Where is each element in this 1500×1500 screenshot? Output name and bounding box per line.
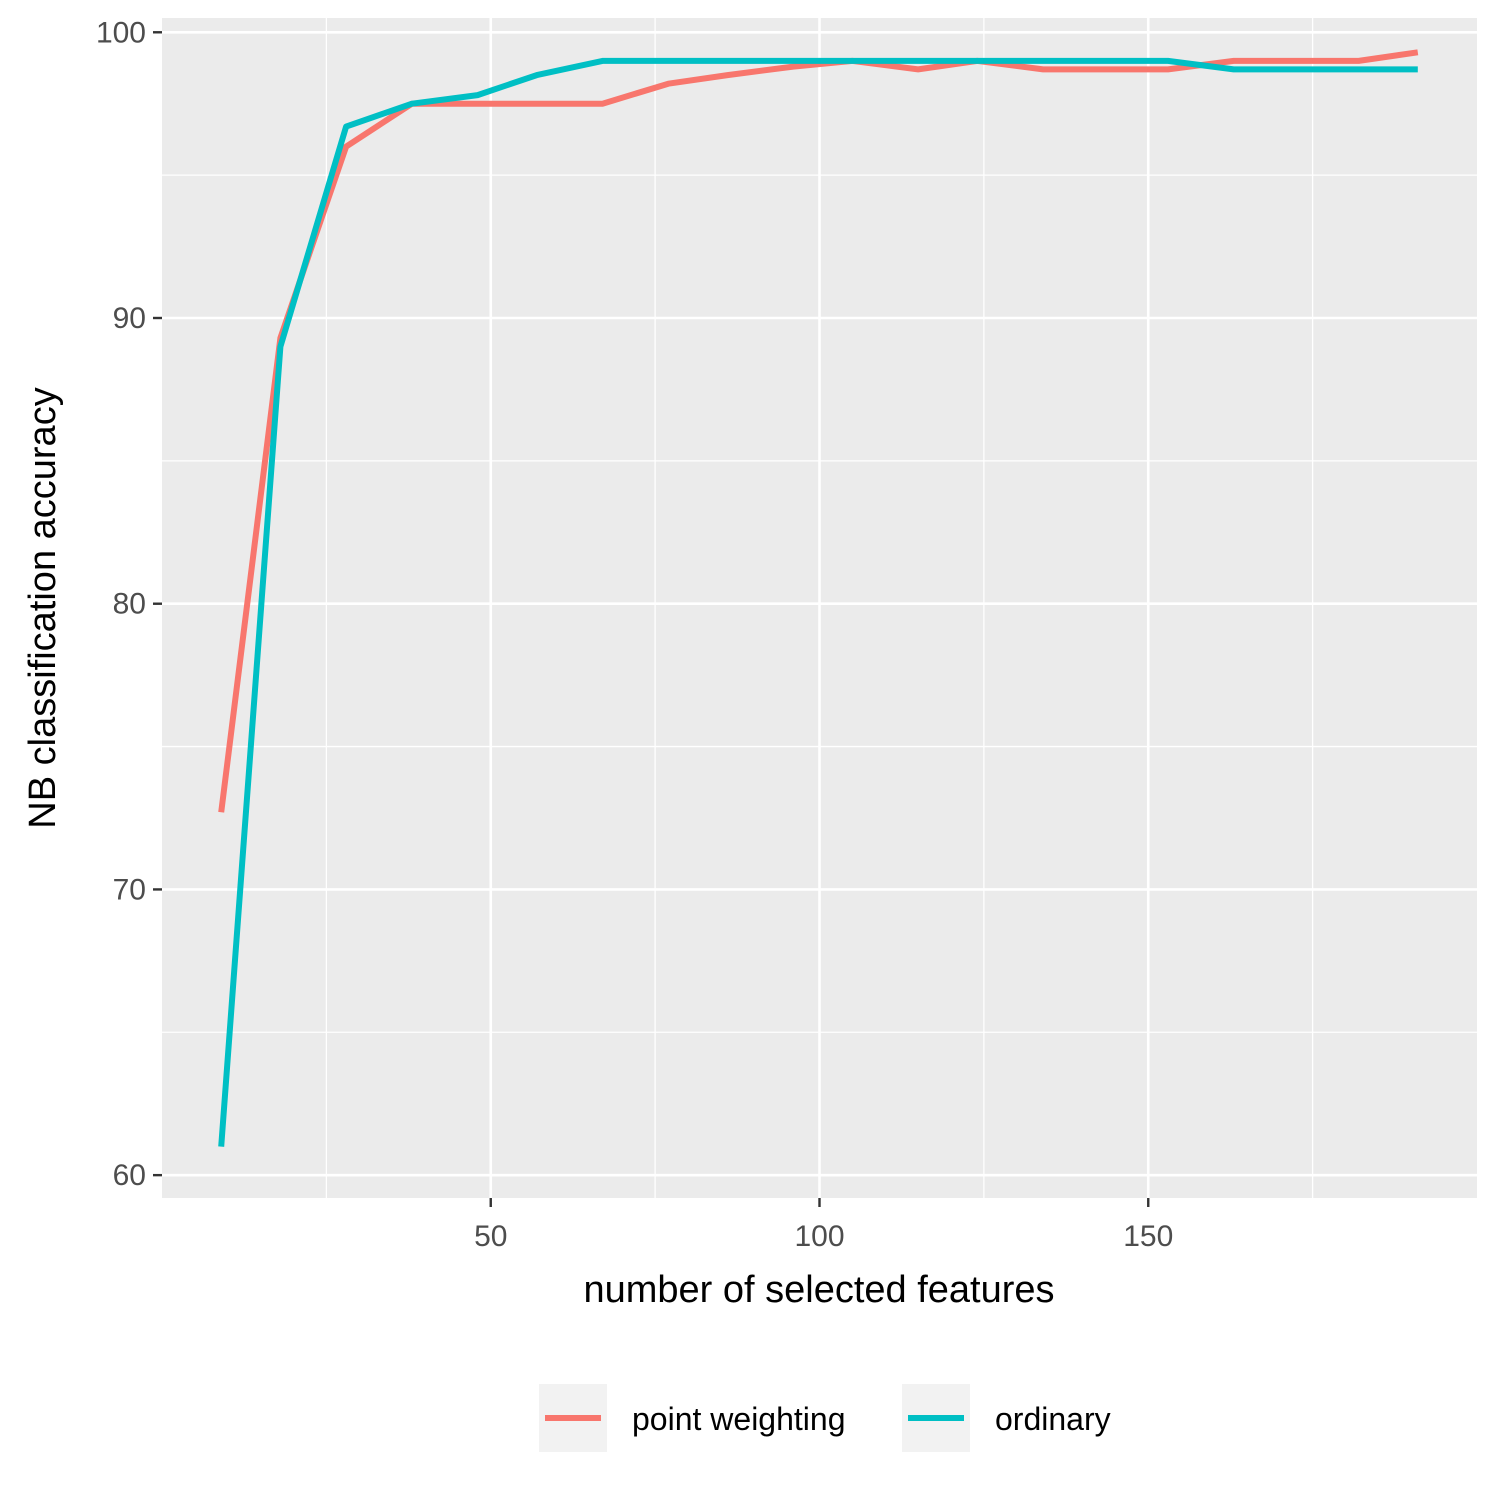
x-axis: 50 100 150 <box>474 1198 1173 1253</box>
x-axis-title: number of selected features <box>583 1269 1054 1311</box>
y-tick-label: 70 <box>113 873 146 906</box>
y-axis: 60 70 80 90 100 <box>96 16 162 1192</box>
y-tick-label: 80 <box>113 588 146 621</box>
series-lines <box>218 49 1419 1147</box>
y-tick-label: 60 <box>113 1159 146 1192</box>
x-tick-label: 150 <box>1123 1220 1173 1253</box>
y-tick-label: 100 <box>96 16 146 49</box>
legend-label-ordinary: ordinary <box>995 1401 1111 1437</box>
legend-label-point-weighting: point weighting <box>632 1401 845 1437</box>
series-line-ordinary <box>218 57 1418 1147</box>
major-gridlines <box>162 18 1477 1198</box>
y-axis-title: NB classification accuracy <box>22 387 64 828</box>
x-tick-label: 100 <box>794 1220 844 1253</box>
legend: point weighting ordinary <box>539 1384 1111 1452</box>
y-tick-label: 90 <box>113 302 146 335</box>
x-tick-label: 50 <box>474 1220 507 1253</box>
